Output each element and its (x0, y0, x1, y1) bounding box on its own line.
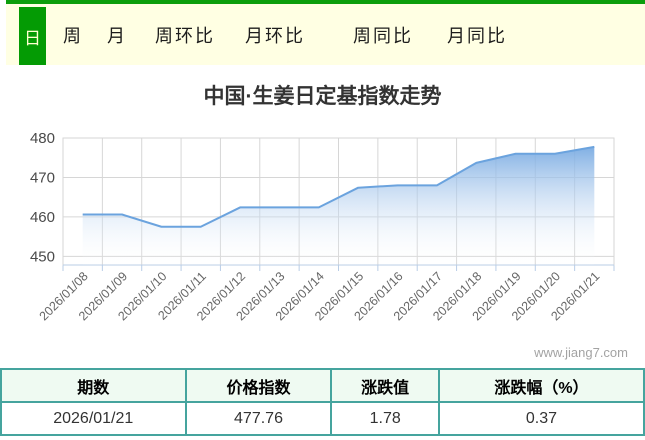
period-tab-bar: 日 周 月 周环比 月环比 周同比 月同比 (6, 0, 645, 65)
tab-month[interactable]: 月 (107, 25, 127, 46)
tab-week-chain-ratio[interactable]: 周环比 (155, 25, 215, 46)
header-change-value: 涨跌值 (330, 368, 440, 403)
index-area-chart: 450 460 470 480 2026/01/08 2026/01/09 2026/01/… (0, 115, 645, 345)
cell-change-value: 1.78 (330, 401, 440, 436)
header-change-pct: 涨跌幅（%） (437, 368, 645, 403)
header-price-index: 价格指数 (184, 368, 333, 403)
cell-price-index: 477.76 (184, 401, 333, 436)
tab-month-chain-ratio[interactable]: 月环比 (245, 25, 305, 46)
y-axis-label: 470 (30, 169, 55, 186)
watermark-url: www.jiang7.com (534, 345, 628, 360)
y-axis-label: 460 (30, 209, 55, 226)
table-row: 2026/01/21 477.76 1.78 0.37 (0, 401, 645, 436)
tab-day-active[interactable]: 日 (19, 7, 46, 65)
index-summary-table: 期数 价格指数 涨跌值 涨跌幅（%） 2026/01/21 477.76 1.7… (0, 368, 645, 436)
index-area-fill (82, 146, 595, 265)
tab-month-yoy[interactable]: 月同比 (447, 25, 507, 46)
cell-period: 2026/01/21 (0, 401, 187, 436)
header-period: 期数 (0, 368, 187, 403)
cell-change-pct: 0.37 (437, 401, 645, 436)
table-header-row: 期数 价格指数 涨跌值 涨跌幅（%） (0, 368, 645, 403)
area-chart-svg: 4504604704802026/01/082026/01/092026/01/… (30, 130, 615, 323)
tab-week-yoy[interactable]: 周同比 (353, 25, 413, 46)
y-axis-label: 450 (30, 248, 55, 265)
index-line-series (82, 145, 595, 228)
y-axis-label: 480 (30, 130, 55, 147)
tab-week[interactable]: 周 (63, 25, 83, 46)
chart-title: 中国·生姜日定基指数走势 (203, 85, 442, 108)
